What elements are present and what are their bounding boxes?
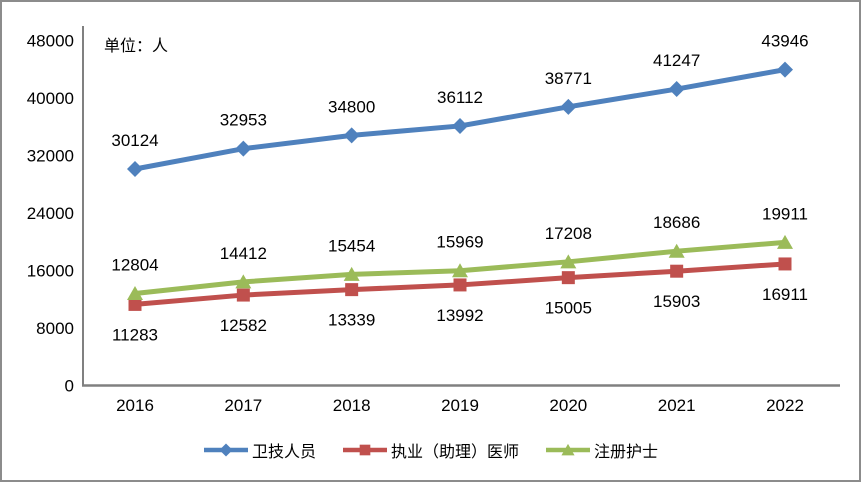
y-tick-label-24000: 24000 (27, 204, 74, 223)
data-label-registered-nurses-2020: 17208 (545, 224, 592, 243)
data-label-licensed-assistant-physicians-2022: 16911 (762, 285, 808, 304)
marker-registered-nurses-2019 (452, 263, 468, 278)
y-tick-label-16000: 16000 (27, 262, 74, 281)
marker-health-technicians-2019 (452, 117, 468, 134)
x-tick-label-2022: 2022 (766, 396, 804, 415)
y-tick-label-48000: 48000 (27, 32, 74, 51)
legend-label-licensed-assistant-physicians: 执业（助理）医师 (390, 444, 519, 461)
legend-triangle-marker-icon (545, 442, 591, 458)
data-label-licensed-assistant-physicians-2018: 13339 (328, 311, 375, 330)
marker-licensed-assistant-physicians-2016 (128, 297, 142, 311)
data-label-licensed-assistant-physicians-2017: 12582 (220, 316, 267, 335)
chart-legend: 卫技人员 执业（助理）医师 注册护士 (2, 438, 859, 462)
marker-licensed-assistant-physicians-2022 (778, 257, 792, 271)
x-tick-label-2018: 2018 (333, 396, 371, 415)
x-tick-label-2017: 2017 (224, 396, 262, 415)
data-label-registered-nurses-2018: 15454 (328, 236, 375, 255)
marker-health-technicians-2022 (777, 61, 793, 78)
marker-health-technicians-2018 (343, 127, 360, 144)
marker-registered-nurses-2022 (777, 234, 793, 249)
data-label-health-technicians-2017: 32953 (220, 111, 267, 130)
marker-registered-nurses-2021 (668, 243, 685, 258)
data-label-registered-nurses-2021: 18686 (653, 213, 700, 232)
data-label-licensed-assistant-physicians-2016: 11283 (112, 325, 158, 344)
legend-label-health-technicians: 卫技人员 (251, 444, 316, 461)
marker-registered-nurses-2017 (235, 274, 252, 289)
data-label-registered-nurses-2022: 19911 (762, 204, 808, 223)
data-label-licensed-assistant-physicians-2021: 15903 (653, 292, 700, 311)
x-tick-label-2019: 2019 (441, 396, 479, 415)
data-label-health-technicians-2019: 36112 (437, 88, 483, 107)
marker-licensed-assistant-physicians-2020 (561, 271, 575, 285)
legend-item-registered-nurses: 注册护士 (545, 438, 658, 462)
legend-item-health-technicians: 卫技人员 (203, 438, 316, 462)
marker-registered-nurses-2020 (560, 254, 577, 269)
legend-marker-glyph-registered-nurses (546, 443, 590, 456)
marker-registered-nurses-2016 (127, 285, 143, 300)
data-label-registered-nurses-2016: 12804 (111, 255, 158, 274)
x-tick-label-2016: 2016 (116, 396, 154, 415)
legend-marker-glyph-licensed-assistant-physicians (342, 444, 387, 456)
marker-licensed-assistant-physicians-2018 (345, 283, 359, 297)
marker-health-technicians-2016 (127, 160, 143, 177)
data-label-health-technicians-2022: 43946 (761, 32, 808, 51)
legend-square-marker-icon (342, 442, 388, 458)
legend-marker-glyph-health-technicians (203, 443, 248, 457)
unit-label: 单位：人 (104, 38, 169, 55)
data-label-health-technicians-2021: 41247 (653, 51, 700, 70)
y-tick-label-40000: 40000 (27, 89, 74, 108)
marker-licensed-assistant-physicians-2021 (670, 264, 684, 278)
marker-health-technicians-2017 (235, 140, 252, 157)
marker-registered-nurses-2018 (343, 266, 360, 281)
data-label-health-technicians-2018: 34800 (328, 97, 375, 116)
data-label-health-technicians-2020: 38771 (545, 69, 592, 88)
data-label-registered-nurses-2019: 15969 (436, 233, 483, 252)
marker-licensed-assistant-physicians-2019 (453, 278, 467, 292)
legend-item-licensed-assistant-physicians: 执业（助理）医师 (342, 438, 519, 462)
marker-health-technicians-2021 (668, 81, 685, 98)
legend-label-registered-nurses: 注册护士 (594, 444, 659, 461)
x-tick-label-2020: 2020 (549, 396, 587, 415)
x-tick-label-2021: 2021 (658, 396, 696, 415)
y-tick-label-0: 0 (65, 377, 74, 396)
y-tick-label-8000: 8000 (36, 319, 74, 338)
data-label-licensed-assistant-physicians-2019: 13992 (436, 306, 483, 325)
legend-diamond-marker-icon (203, 442, 249, 458)
data-label-health-technicians-2016: 30124 (111, 131, 158, 150)
y-tick-label-32000: 32000 (27, 147, 74, 166)
data-label-registered-nurses-2017: 14412 (220, 244, 267, 263)
data-label-licensed-assistant-physicians-2020: 15005 (545, 299, 592, 318)
marker-licensed-assistant-physicians-2017 (236, 288, 250, 302)
marker-health-technicians-2020 (560, 98, 577, 115)
